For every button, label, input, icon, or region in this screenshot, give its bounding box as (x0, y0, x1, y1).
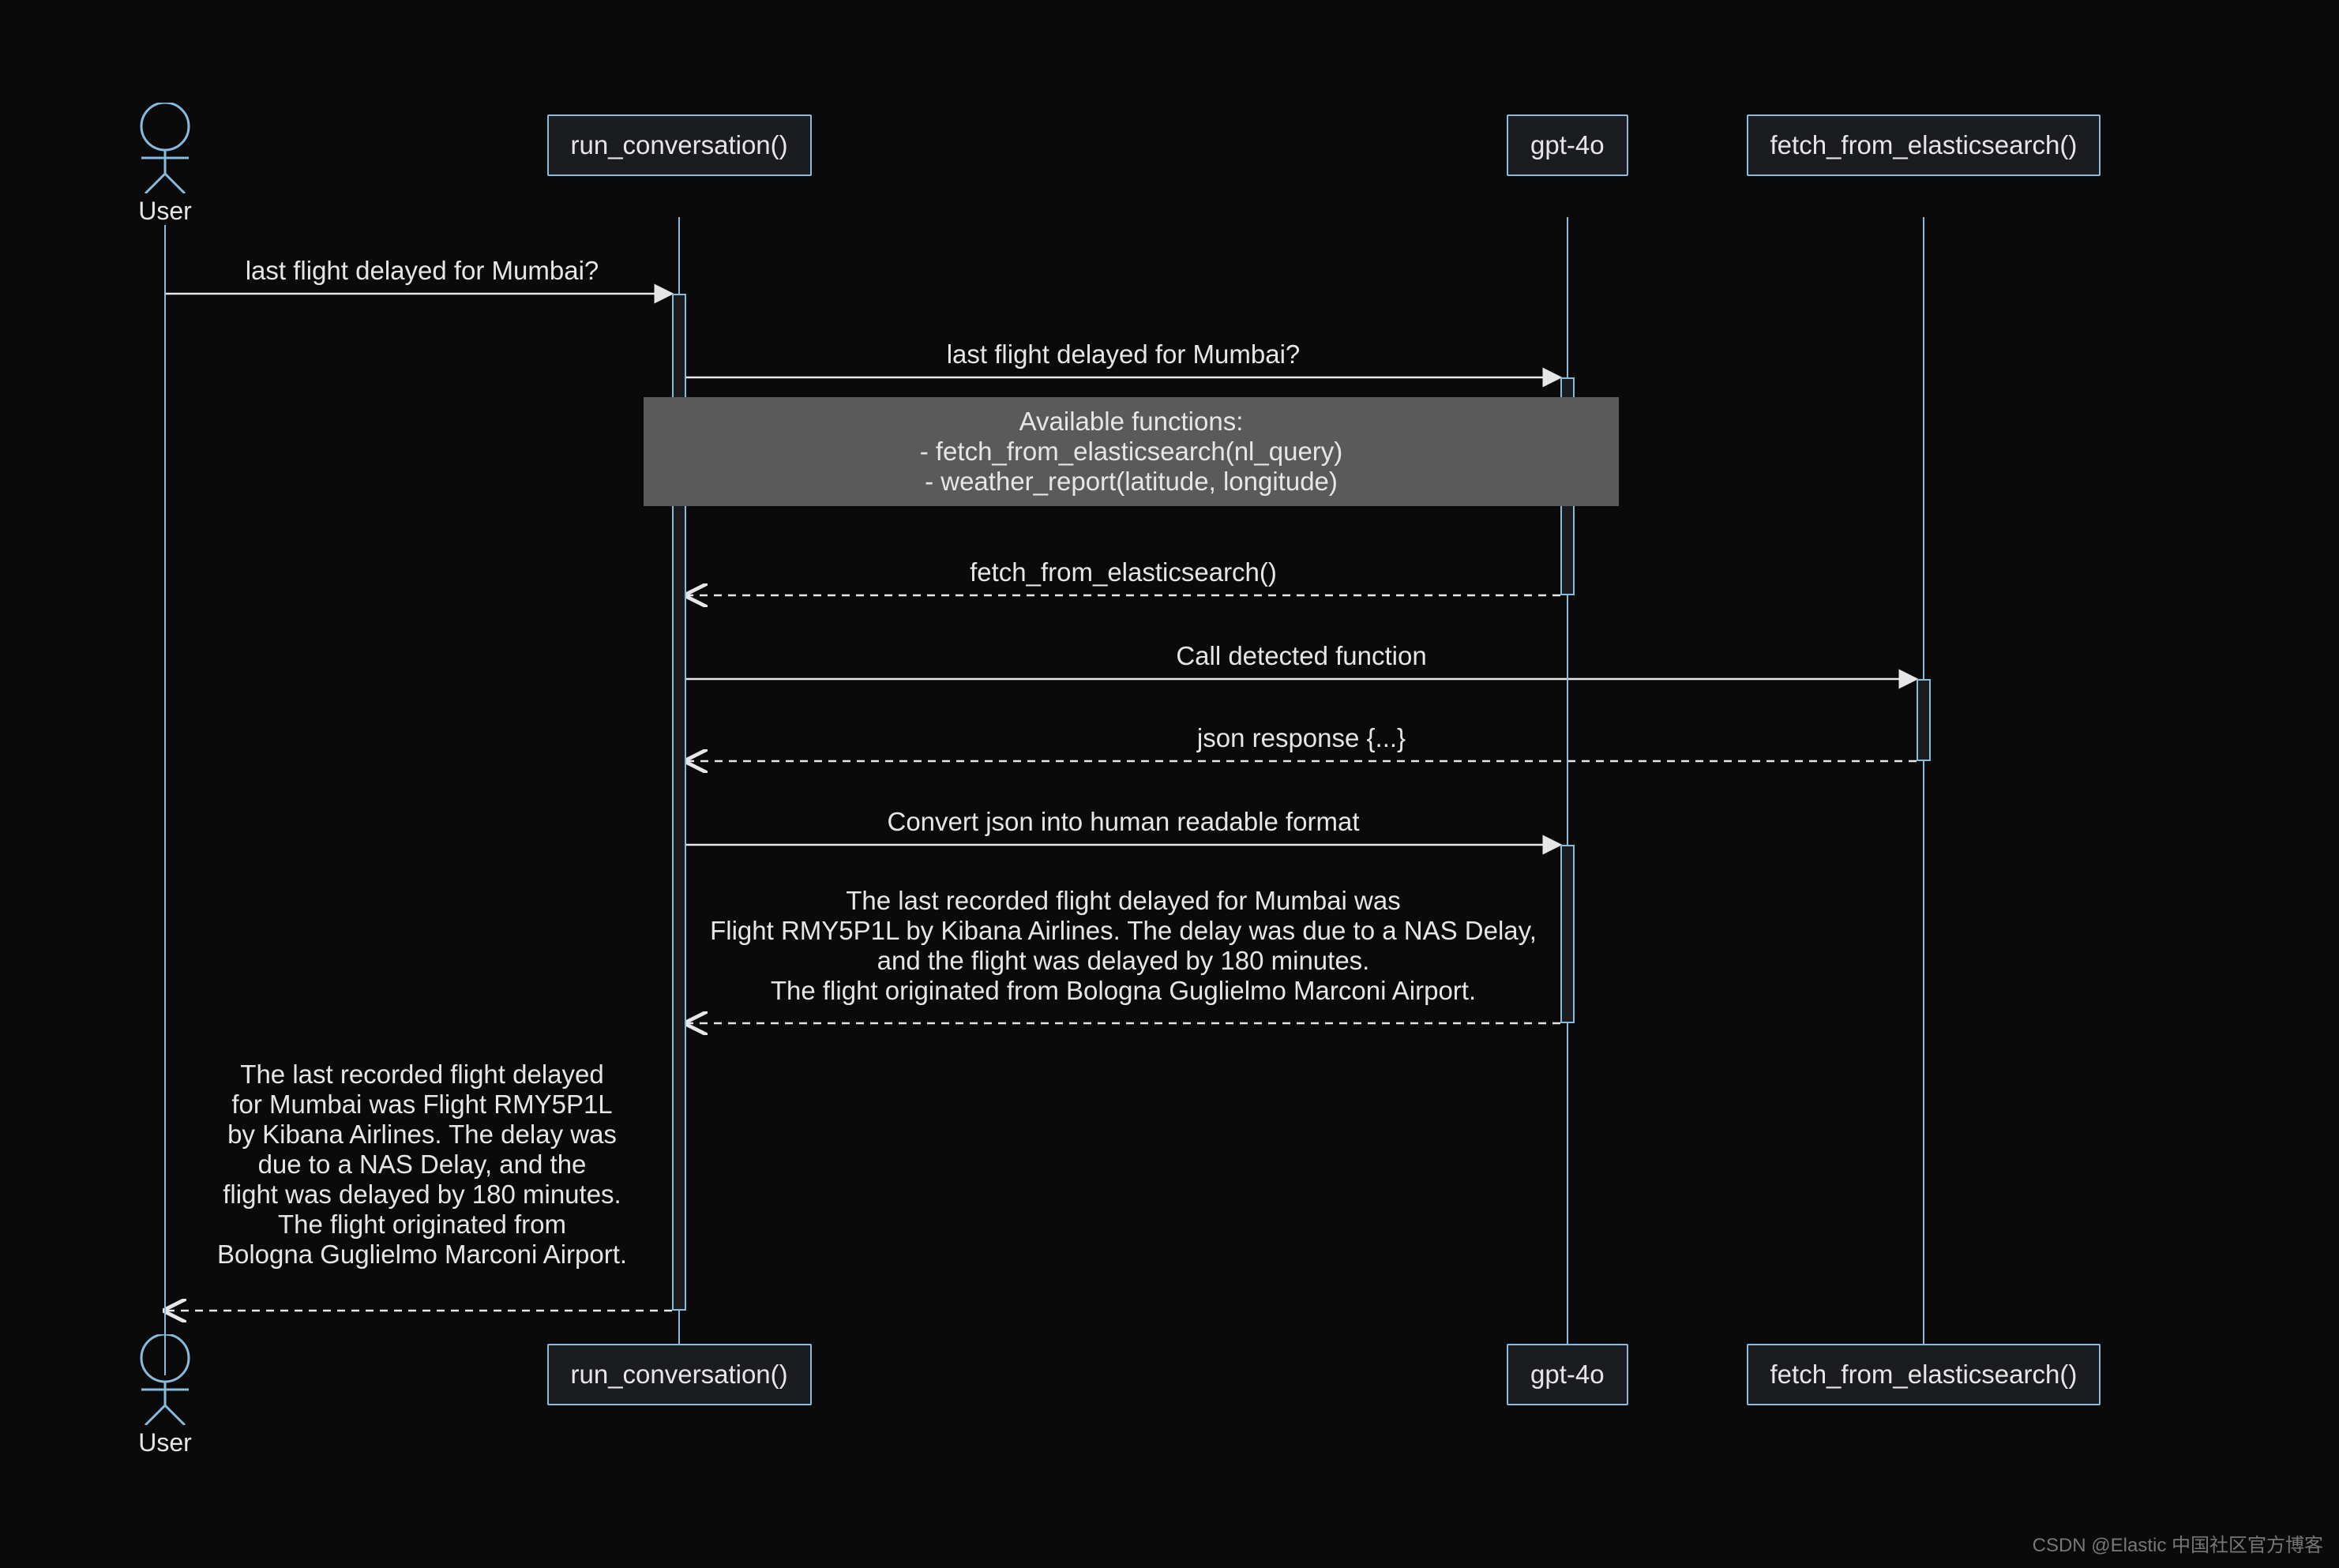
bottom-participant-run-conversation: run_conversation() (547, 1344, 812, 1405)
message-5-label: json response {...} (640, 723, 1963, 753)
top-participant-gpt-4o: gpt-4o (1507, 114, 1628, 176)
fetch-from-elasticsearch-lifeline (1923, 217, 1924, 1344)
message-1-label: last flight delayed for Mumbai? (126, 256, 719, 286)
message-3-label: fetch_from_elasticsearch() (640, 557, 1607, 587)
top-participant-run-conversation: run_conversation() (547, 114, 812, 176)
top-actor-user: User (126, 103, 205, 226)
actor-label: User (126, 197, 205, 226)
note-available-functions: Available functions: - fetch_from_elasti… (644, 397, 1619, 506)
message-7-label: The last recorded flight delayed for Mum… (640, 886, 1607, 1006)
actor-label: User (126, 1428, 205, 1457)
sequence-diagram-canvas: User run_conversation() gpt-4o fetch_from_e… (0, 0, 2339, 1568)
message-2-label: last flight delayed for Mumbai? (640, 339, 1607, 369)
message-8-label: The last recorded flight delayed for Mum… (126, 1060, 719, 1270)
message-6-label: Convert json into human readable format (640, 807, 1607, 837)
bottom-participant-fetch-from-elasticsearch: fetch_from_elasticsearch() (1747, 1344, 2101, 1405)
watermark: CSDN @Elastic 中国社区官方博客 (2033, 1529, 2323, 1557)
arrow-layer (0, 0, 2339, 1568)
top-participant-fetch-from-elasticsearch: fetch_from_elasticsearch() (1747, 114, 2101, 176)
bottom-participant-gpt-4o: gpt-4o (1507, 1344, 1628, 1405)
message-4-label: Call detected function (640, 641, 1963, 671)
